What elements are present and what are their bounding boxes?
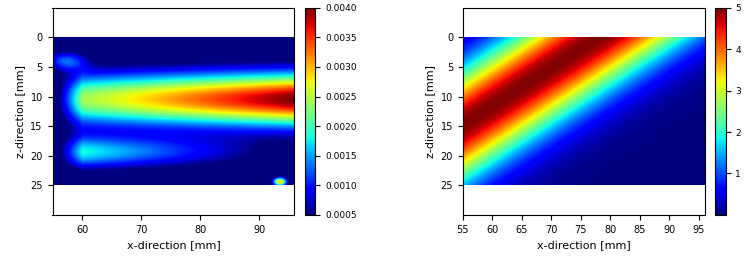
X-axis label: x-direction [mm]: x-direction [mm] <box>537 240 631 250</box>
Y-axis label: z-direction [mm]: z-direction [mm] <box>425 65 435 158</box>
Y-axis label: z-direction [mm]: z-direction [mm] <box>15 65 25 158</box>
X-axis label: x-direction [mm]: x-direction [mm] <box>127 240 220 250</box>
